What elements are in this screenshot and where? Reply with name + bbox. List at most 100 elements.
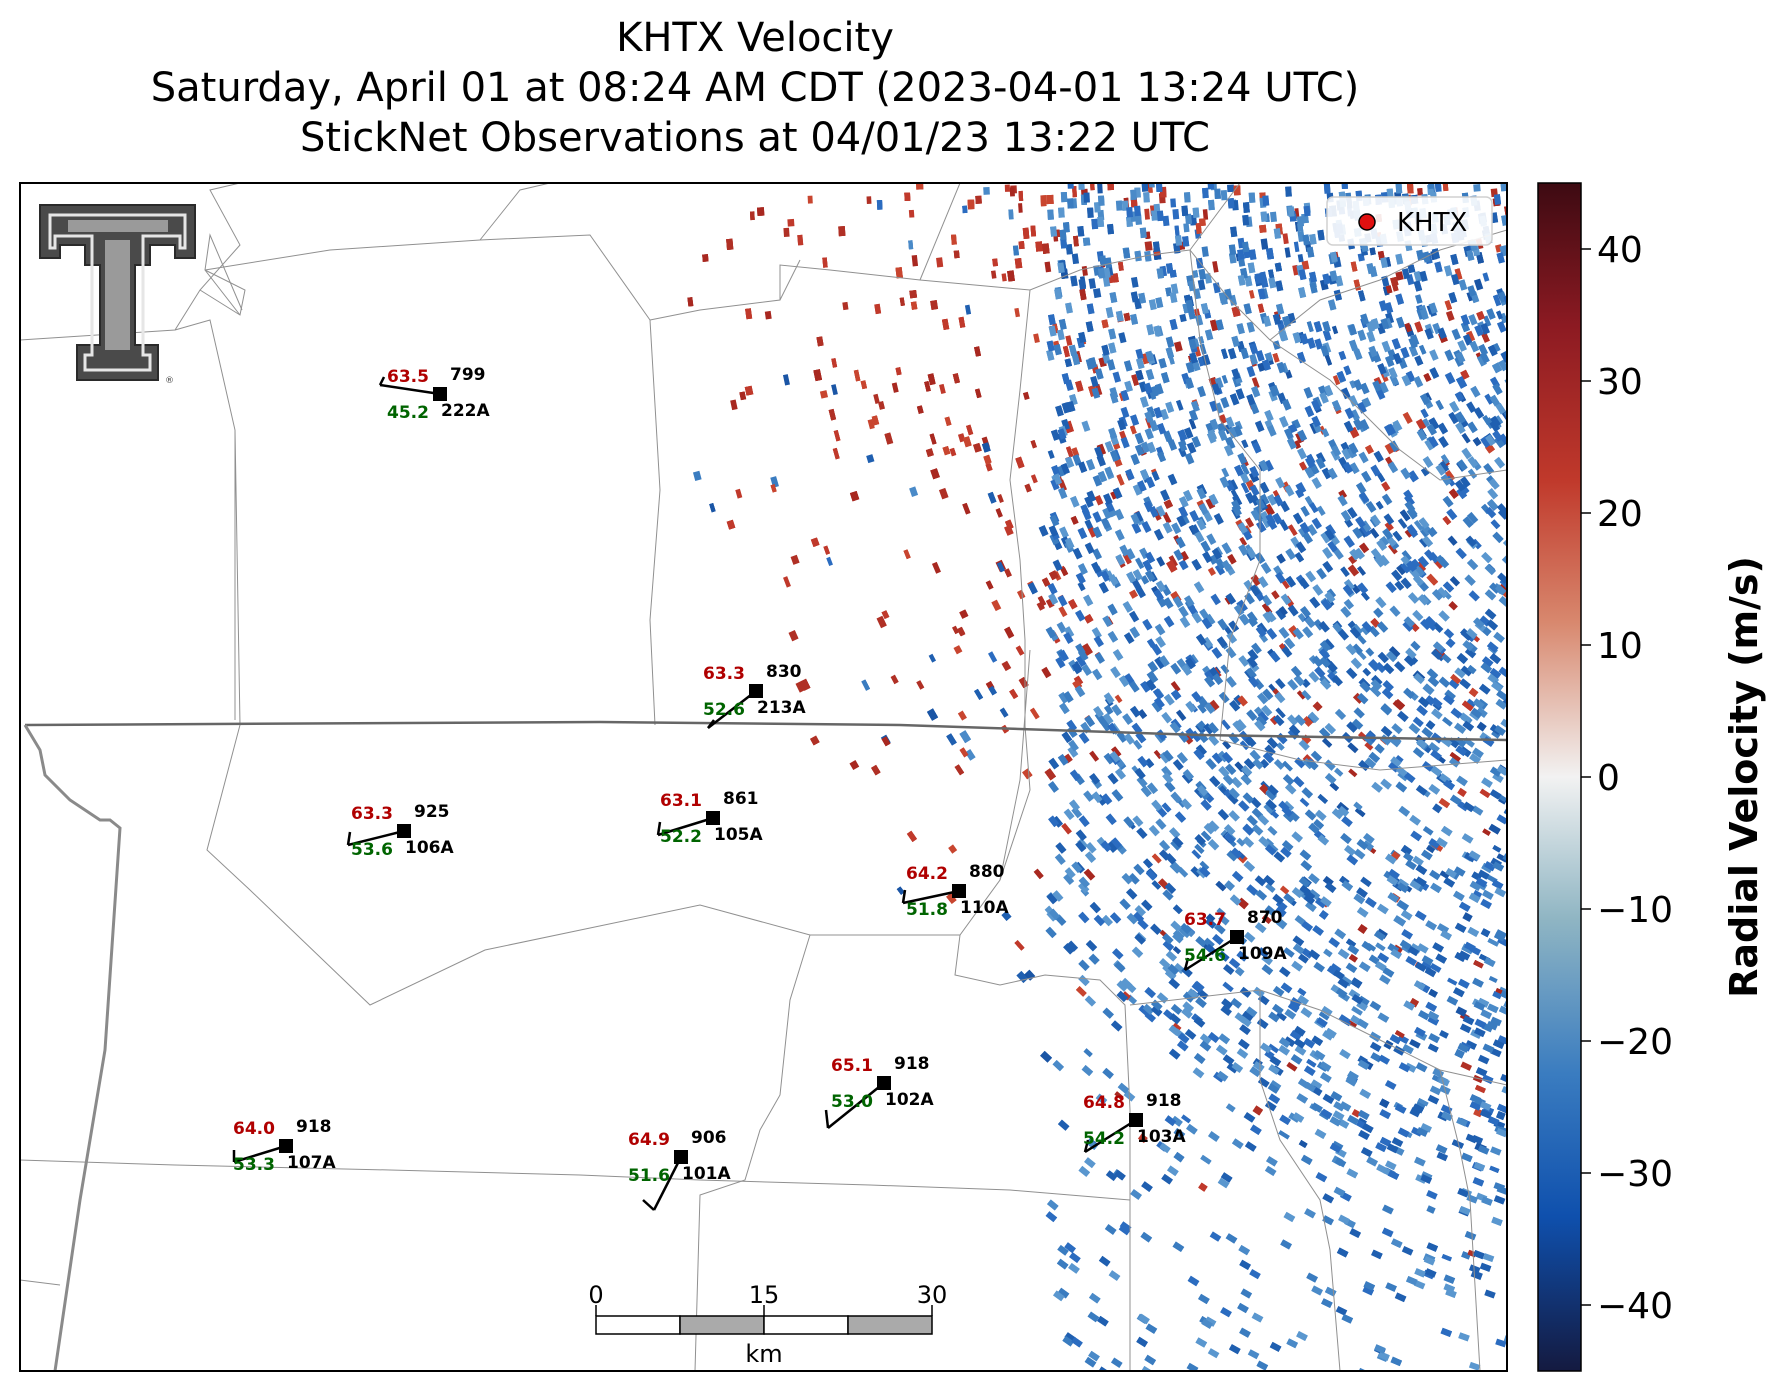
wind-barb-flag-icon: [656, 821, 662, 836]
station-105A: 63.1 861 52.2 105A: [656, 789, 763, 847]
station-temperature: 64.2: [906, 864, 948, 884]
scale-label-15: 15: [749, 1281, 780, 1309]
station-marker-icon: [877, 1076, 891, 1090]
colorbar-ticks: 40 30 20 10 0 −10 −20 −30 −40: [1581, 230, 1673, 1327]
sticknet-stations: 63.5 799 45.2 222A 63.3 830 52.6 213A 63.3 925 53.…: [232, 365, 1287, 1211]
wind-barb-flag-icon: [707, 719, 715, 729]
station-id: 105A: [714, 825, 763, 845]
station-id: 109A: [1238, 944, 1287, 964]
scale-label-0: 0: [588, 1281, 603, 1309]
state-border-river: [23, 724, 122, 1371]
station-dewpoint: 52.6: [703, 700, 745, 720]
station-109A: 63.7 870 54.6 109A: [1183, 908, 1287, 972]
station-pressure: 918: [894, 1054, 930, 1074]
station-dewpoint: 52.2: [660, 827, 702, 847]
station-dewpoint: 51.6: [628, 1166, 670, 1186]
station-id: 107A: [287, 1153, 336, 1173]
wind-barb-icon: [657, 816, 714, 837]
station-id: 103A: [1137, 1127, 1186, 1147]
wind-barb-icon: [379, 383, 441, 396]
legend-radar-marker-icon: [1358, 213, 1376, 231]
station-temperature: 64.9: [628, 1130, 670, 1150]
wind-barb-flag-icon: [642, 1199, 655, 1211]
wind-barb-icon: [707, 690, 757, 729]
colorbar-tick-label: −20: [1597, 1022, 1673, 1063]
legend: KHTX: [1326, 196, 1493, 246]
station-id: 102A: [885, 1090, 934, 1110]
county-boundaries: [20, 183, 1507, 1371]
station-pressure: 799: [450, 365, 486, 385]
station-id: 213A: [757, 698, 806, 718]
wind-barb-flag-icon: [824, 1109, 830, 1129]
station-id: 222A: [441, 401, 490, 421]
station-pressure: 880: [969, 862, 1005, 882]
colorbar-tick-label: 10: [1597, 626, 1643, 667]
wind-barb-icon: [652, 1156, 683, 1211]
colorbar: 40 30 20 10 0 −10 −20 −30 −40 Radial Velocity (m…: [1537, 182, 1766, 1372]
station-temperature: 63.1: [660, 791, 702, 811]
wind-barb-icon: [827, 1082, 885, 1129]
colorbar-title: Radial Velocity (m/s): [1722, 556, 1766, 998]
scale-unit: km: [745, 1340, 782, 1368]
wind-barb-flag-icon: [378, 376, 386, 386]
station-pressure: 861: [723, 789, 759, 809]
legend-label: KHTX: [1397, 208, 1467, 238]
station-id: 106A: [405, 838, 454, 858]
station-marker-icon: [1129, 1113, 1143, 1127]
station-marker-icon: [433, 387, 447, 401]
station-dewpoint: 54.6: [1184, 946, 1226, 966]
station-pressure: 918: [296, 1117, 332, 1137]
scale-label-30: 30: [917, 1281, 948, 1309]
station-107A: 64.0 918 53.3 107A: [232, 1117, 336, 1175]
station-pressure: 830: [766, 662, 802, 682]
colorbar-tick-label: 0: [1597, 758, 1620, 799]
wind-barb-icon: [1184, 935, 1238, 972]
wind-barb-icon: [347, 829, 405, 847]
wind-barb-icon: [902, 889, 960, 905]
wind-barb-flag-icon: [1083, 1139, 1090, 1153]
station-marker-icon: [706, 811, 720, 825]
station-dewpoint: 54.2: [1083, 1129, 1125, 1149]
colorbar-tick-label: 40: [1597, 230, 1643, 271]
map-area: [20, 183, 1507, 1371]
station-110A: 64.2 880 51.8 110A: [901, 862, 1009, 920]
station-dewpoint: 51.8: [906, 900, 948, 920]
wind-barb-icon: [1084, 1118, 1137, 1154]
station-marker-icon: [279, 1139, 293, 1153]
station-marker-icon: [397, 824, 411, 838]
map-frame: [19, 182, 1508, 1372]
station-temperature: 64.0: [233, 1119, 275, 1139]
station-pressure: 918: [1146, 1091, 1182, 1111]
station-103A: 64.8 918 54.2 103A: [1083, 1091, 1186, 1154]
title-time: Saturday, April 01 at 08:24 AM CDT (2023…: [150, 65, 1360, 111]
station-dewpoint: 45.2: [387, 403, 429, 423]
station-temperature: 63.3: [703, 664, 745, 684]
station-temperature: 65.1: [831, 1056, 873, 1076]
state-border: [24, 720, 1507, 742]
station-id: 110A: [960, 898, 1009, 918]
station-101A: 64.9 906 51.6 101A: [628, 1128, 731, 1211]
station-pressure: 925: [414, 802, 450, 822]
station-temperature: 63.5: [387, 367, 429, 387]
wind-barb-icon: [233, 1144, 287, 1164]
colorbar-tick-label: 30: [1597, 362, 1643, 403]
station-dewpoint: 53.6: [351, 840, 393, 860]
station-temperature: 63.3: [351, 804, 393, 824]
title-observations: StickNet Observations at 04/01/23 13:22 …: [300, 115, 1210, 161]
wind-barb-flag-icon: [346, 831, 352, 846]
station-marker-icon: [749, 684, 763, 698]
station-id: 101A: [682, 1164, 731, 1184]
title-radar: KHTX Velocity: [616, 15, 894, 61]
colorbar-tick-label: −40: [1597, 1286, 1673, 1327]
texas-tech-logo: ®: [39, 204, 196, 386]
colorbar-tick-label: 20: [1597, 494, 1643, 535]
station-pressure: 906: [691, 1128, 727, 1148]
station-marker-icon: [1230, 930, 1244, 944]
station-213A: 63.3 830 52.6 213A: [703, 662, 806, 729]
station-106A: 63.3 925 53.6 106A: [346, 802, 454, 860]
colorbar-gradient: [1537, 182, 1582, 1372]
station-temperature: 63.7: [1184, 910, 1226, 930]
station-222A: 63.5 799 45.2 222A: [378, 365, 490, 423]
station-marker-icon: [674, 1150, 688, 1164]
wind-barb-flag-icon: [901, 889, 907, 904]
